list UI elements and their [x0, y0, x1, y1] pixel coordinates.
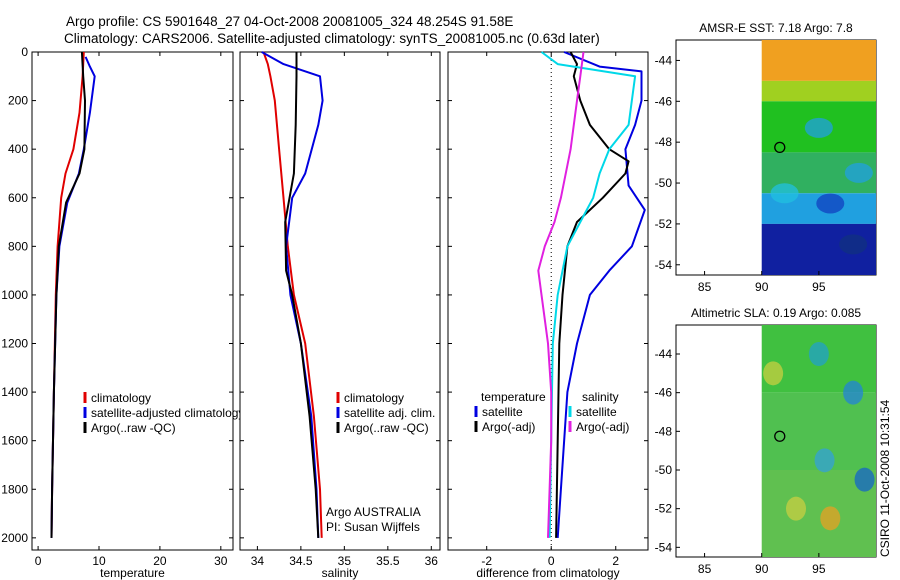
legend-label-argo-raw-qc: Argo(..raw -QC): [91, 421, 176, 435]
figure-title-line2: Climatology: CARS2006. Satellite-adjuste…: [64, 31, 600, 46]
legend-header-salinity: salinity: [582, 390, 619, 404]
y-tick-label: -52: [655, 217, 673, 231]
legend-label-climatology: climatology: [344, 391, 404, 405]
y-tick-label: -46: [655, 94, 673, 108]
x-tick-label: -2: [481, 554, 492, 568]
sst-map-panel: -44 -46 -48 -50 -52 -54 85 90 95 AMSR-E SST: 7.18…: [655, 21, 877, 294]
y-tick-label: -54: [655, 258, 673, 272]
legend-label-salinity-argo-adj: Argo(-adj): [576, 420, 629, 434]
series-line-argo-raw-qc: [284, 52, 320, 538]
legend-label-satellite-adjusted-climatology: satellite-adjusted climatology: [91, 406, 244, 420]
y-tick-label: -46: [655, 386, 673, 400]
legend-label-temperature-satellite: satellite: [482, 405, 523, 419]
x-tick-label: 20: [153, 554, 167, 568]
y-tick-label: -50: [655, 176, 673, 190]
legend-header-temperature: temperature: [481, 390, 546, 404]
legend-label-salinity-satellite: satellite: [576, 405, 617, 419]
temperature-panel: 0 200 400 600 800 1000 1200 1400 1600 1800 2000 0 10…: [1, 45, 244, 580]
figure-title-line1: Argo profile: CS 5901648_27 04-Oct-2008 …: [66, 14, 513, 29]
map-feature: [839, 234, 868, 255]
x-tick-label: 85: [698, 562, 712, 576]
y-tick-label: -50: [655, 463, 673, 477]
y-tick-label: 1400: [1, 385, 28, 399]
y-tick-label: -54: [655, 540, 673, 554]
map-feature: [844, 162, 873, 183]
series-line-satellite-adj-clim: [261, 51, 324, 538]
x-tick-label: 36: [425, 554, 439, 568]
series-line-temperature-argo-adj: [555, 51, 630, 538]
map-feature: [843, 380, 864, 405]
x-tick-label: 95: [812, 562, 826, 576]
x-axis-label: difference from climatology: [476, 566, 619, 580]
map-feature: [816, 193, 845, 214]
annotation-float-program: Argo AUSTRALIA: [326, 505, 421, 519]
series-line-temperature-satellite: [556, 51, 646, 538]
x-tick-label: 95: [812, 280, 826, 294]
argo-position-marker: [774, 141, 786, 154]
map-title: AMSR-E SST: 7.18 Argo: 7.8: [699, 21, 853, 35]
x-tick-label: 0: [35, 554, 42, 568]
x-axis-label: salinity: [322, 566, 359, 580]
x-tick-label: 90: [755, 562, 769, 576]
map-feature: [804, 117, 833, 138]
legend-label-temperature-argo-adj: Argo(-adj): [482, 420, 535, 434]
y-tick-label: 2000: [1, 531, 28, 545]
y-tick-label: 1800: [1, 482, 28, 496]
series-line-salinity-satellite: [540, 51, 637, 538]
map-feature: [854, 467, 875, 492]
x-tick-label: 90: [755, 280, 769, 294]
annotation-principal-investigator: PI: Susan Wijffels: [326, 520, 420, 534]
y-tick-label: 800: [8, 239, 28, 253]
y-tick-label: -48: [655, 424, 673, 438]
legend-label-argo-raw-qc: Argo(..raw -QC): [344, 421, 429, 435]
y-tick-label: 200: [8, 94, 28, 108]
series-line-argo-raw-qc: [50, 51, 86, 538]
x-tick-label: 2: [612, 554, 619, 568]
y-tick-label: 1000: [1, 288, 28, 302]
map-feature: [808, 342, 829, 366]
x-tick-label: 0: [548, 554, 555, 568]
series-line-salinity-argo-adj: [537, 51, 585, 538]
plot-frame: [239, 51, 441, 551]
map-feature: [814, 448, 835, 473]
argo-position-marker: [774, 430, 786, 442]
map-title: Altimetric SLA: 0.19 Argo: 0.085: [691, 306, 861, 320]
legend-label-satellite-adj-clim: satellite adj. clim.: [344, 406, 435, 420]
y-tick-label: 1200: [1, 337, 28, 351]
x-tick-label: 34: [251, 554, 265, 568]
x-tick-label: 10: [92, 554, 106, 568]
plot-frame: [447, 51, 649, 551]
sla-map-panel: -44 -46 -48 -50 -52 -54 85 90 95 Altimetric SLA: …: [655, 306, 892, 576]
map-color-band: [761, 80, 876, 102]
y-tick-label: 1600: [1, 434, 28, 448]
y-tick-label: 400: [8, 142, 28, 156]
x-tick-label: 34.5: [289, 554, 313, 568]
map-feature: [770, 183, 799, 204]
y-tick-label: -44: [655, 347, 673, 361]
y-tick-label: 0: [21, 45, 28, 59]
map-feature: [820, 506, 841, 531]
y-tick-label: -48: [655, 135, 673, 149]
x-tick-label: 35: [338, 554, 352, 568]
map-feature: [786, 496, 806, 521]
map-feature: [763, 361, 784, 386]
plot-frame: [31, 51, 234, 551]
x-tick-label: 35.5: [376, 554, 400, 568]
y-tick-label: -44: [655, 53, 673, 67]
timestamp-side-label: CSIRO 11-Oct-2008 10:31:54: [878, 399, 892, 557]
y-tick-label: -52: [655, 502, 673, 516]
x-tick-label: 85: [698, 280, 712, 294]
legend-label-climatology: climatology: [91, 391, 151, 405]
salinity-panel: 34 34.5 35 35.5 36 salinity climatologysatelli…: [239, 51, 441, 580]
y-tick-label: 600: [8, 191, 28, 205]
x-axis-label: temperature: [100, 566, 165, 580]
x-tick-label: 30: [214, 554, 228, 568]
map-color-band: [761, 40, 876, 81]
